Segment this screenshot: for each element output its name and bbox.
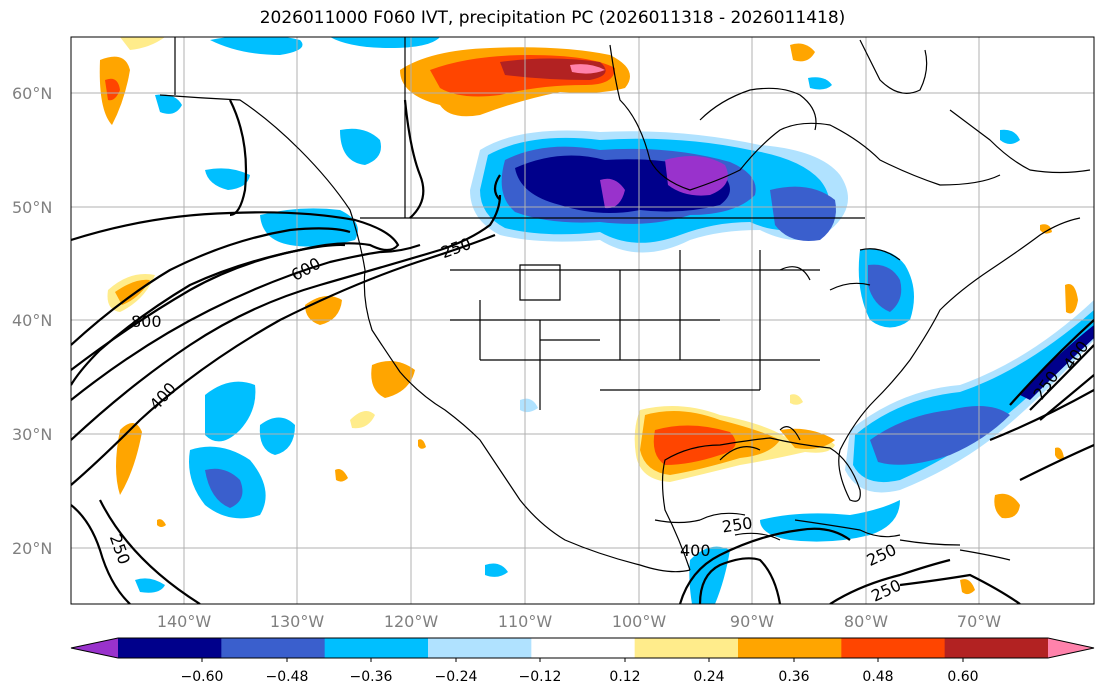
- lat-label-20n: 20°N: [12, 539, 52, 558]
- colorbar: [70, 637, 1095, 662]
- colorbar-outline: [70, 637, 1095, 659]
- contour-label: 250: [106, 532, 134, 567]
- colorbar-segment: [634, 638, 739, 658]
- latitude-labels: 60°N 50°N 40°N 30°N 20°N: [12, 84, 52, 558]
- colorbar-segment: [428, 638, 532, 658]
- lon-label-80w: 80°W: [844, 612, 888, 631]
- colorbar-segment: [118, 638, 222, 658]
- ivt-contours: [71, 99, 1094, 604]
- colorbar-tick: 0.12: [609, 669, 640, 685]
- colorbar-tick: 0.48: [862, 669, 893, 685]
- colorbar-tick: 0.60: [947, 669, 978, 685]
- lon-label-110w: 110°W: [498, 612, 553, 631]
- colorbar-tick: 0.36: [778, 669, 809, 685]
- colorbar-segment: [531, 638, 636, 658]
- colorbar-segment: [944, 638, 1049, 658]
- longitude-labels: 140°W 130°W 120°W 110°W 100°W 90°W 80°W …: [157, 612, 1001, 631]
- colorbar-tick: −0.48: [266, 669, 309, 685]
- contour-label: 250: [864, 540, 900, 570]
- contour-label: 250: [438, 234, 473, 262]
- lon-label-120w: 120°W: [384, 612, 439, 631]
- lat-label-30n: 30°N: [12, 425, 52, 444]
- lat-label-40n: 40°N: [12, 311, 52, 330]
- colorbar-segment: [324, 638, 429, 658]
- negative-precip-areas: [135, 37, 1094, 604]
- colorbar-tick: −0.60: [181, 669, 224, 685]
- contour-label: 250: [721, 513, 754, 536]
- colorbar-tick: −0.24: [435, 669, 478, 685]
- contour-label: 600: [288, 254, 324, 285]
- lat-label-50n: 50°N: [12, 198, 52, 217]
- contour-label: 250: [868, 575, 904, 605]
- contour-label: 400: [680, 541, 711, 560]
- lon-label-140w: 140°W: [157, 612, 212, 631]
- colorbar-tick: −0.36: [350, 669, 393, 685]
- lon-label-100w: 100°W: [612, 612, 667, 631]
- colorbar-segment: [221, 638, 326, 658]
- colorbar-segment: [841, 638, 946, 658]
- lon-label-70w: 70°W: [957, 612, 1001, 631]
- contour-label: 400: [146, 379, 181, 414]
- coastlines: [159, 37, 1091, 573]
- colorbar-segment: [738, 638, 842, 658]
- colorbar-tick: −0.12: [519, 669, 562, 685]
- colorbar-ticks: −0.60 −0.48 −0.36 −0.24 −0.12 0.12 0.24 …: [181, 669, 979, 685]
- map-frame: [70, 36, 1095, 605]
- lat-label-60n: 60°N: [12, 84, 52, 103]
- colorbar-extend-low: [71, 638, 118, 658]
- positive-precip-areas: [99, 37, 1078, 595]
- map-gridlines: [71, 37, 1094, 604]
- colorbar-tick: 0.24: [693, 669, 724, 685]
- lon-label-130w: 130°W: [270, 612, 325, 631]
- map-title: 2026011000 F060 IVT, precipitation PC (2…: [259, 8, 846, 28]
- contour-label: 800: [131, 312, 162, 331]
- colorbar-extend-high: [1048, 638, 1094, 658]
- lon-label-90w: 90°W: [730, 612, 774, 631]
